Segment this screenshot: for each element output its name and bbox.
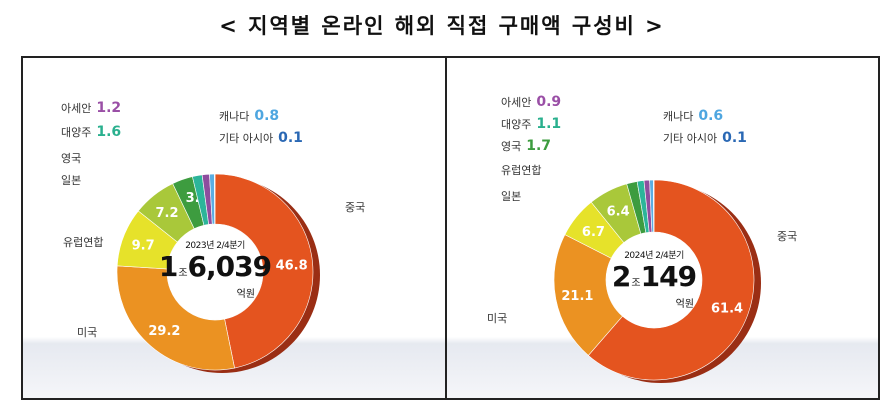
label-oceania: 대양주 1.1 [501, 116, 562, 132]
center-total-2024: 2024년 2/4분기 2조149 억원 [584, 250, 724, 311]
slice-value-label: 6.7 [582, 225, 605, 240]
label-usa: 미국 [487, 312, 508, 325]
slice-value-label: 61.4 [711, 301, 743, 316]
slice-value-label: 29.2 [148, 324, 180, 339]
label-uk: 영국 [61, 152, 82, 165]
donut-chart-2023: 46.829.29.77.23.4 [116, 173, 320, 373]
label-asean: 아세안 1.2 [61, 100, 122, 116]
donut-hole [167, 224, 263, 320]
label-uk: 영국 1.7 [501, 138, 552, 154]
label-other-asia: 기타 아시아 0.1 [663, 130, 747, 146]
chart-panel-2024: 61.4 21.1 6.7 6.4 아세안 0.9 대양주 1.1 영국 1.7 유럽연합 … [445, 56, 880, 400]
slice-8 [214, 173, 216, 225]
slice-value-label: 7.2 [156, 206, 179, 221]
slice-value-label: 21.1 [561, 289, 593, 304]
label-canada: 캐나다 0.6 [663, 108, 724, 124]
slice-value-label: 9.7 [132, 238, 155, 253]
label-china: 중국 [345, 201, 366, 214]
label-eu: 유럽연합 [501, 164, 542, 177]
slice-8 [653, 179, 655, 233]
label-other-asia: 기타 아시아 0.1 [219, 130, 303, 146]
slice-value-label: 6.4 [607, 205, 630, 220]
total-amount: 2조149 [611, 260, 697, 293]
chart-panel-2023: 46.8 29.2 9.7 7.2 3.4 아세안 1.2 대양주 1.6 영국 일본 유럽… [21, 56, 447, 400]
center-total-2023: 2023년 2/4분기 1조6,039 억원 [145, 240, 285, 301]
label-asean: 아세안 0.9 [501, 94, 562, 110]
label-china: 중국 [777, 230, 798, 243]
donut-chart-2024: 61.4 21.1 6.76.4 [553, 179, 761, 383]
total-amount: 1조6,039 [158, 250, 272, 283]
page-title: < 지역별 온라인 해외 직접 구매액 구성비 > [219, 14, 665, 38]
label-japan: 일본 [501, 190, 522, 203]
slice-value-label: 46.8 [276, 258, 308, 273]
label-oceania: 대양주 1.6 [61, 124, 122, 140]
label-eu: 유럽연합 [63, 236, 104, 249]
label-canada: 캐나다 0.8 [219, 108, 280, 124]
donut-hole [606, 232, 702, 328]
label-japan: 일본 [61, 174, 82, 187]
label-usa: 미국 [77, 326, 98, 339]
